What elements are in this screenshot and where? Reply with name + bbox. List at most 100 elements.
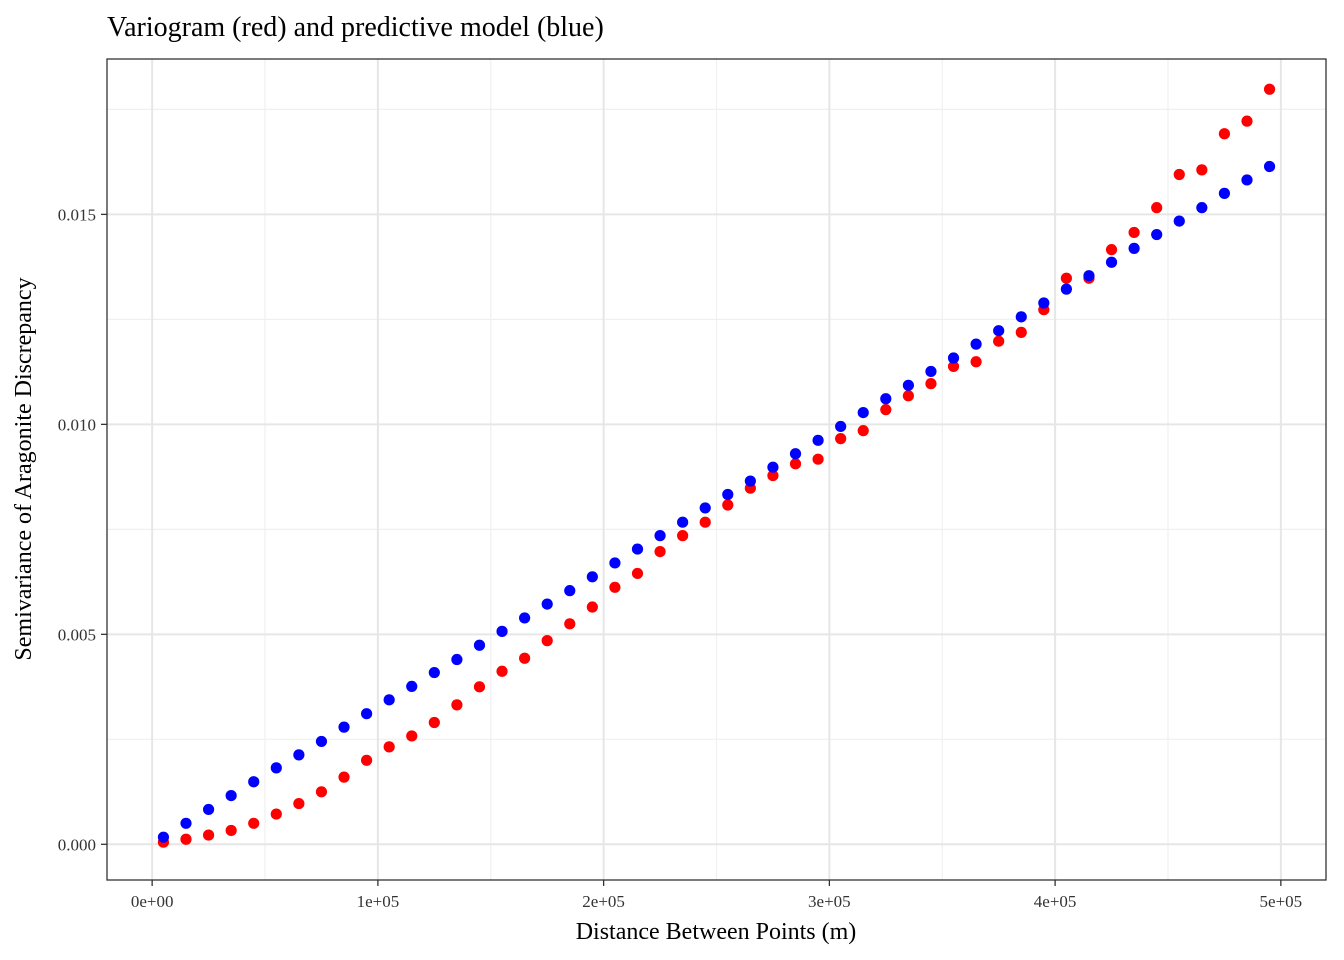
- series-blue-point: [293, 749, 305, 761]
- series-blue-point: [248, 776, 260, 788]
- series-red-point: [451, 699, 463, 711]
- series-red-point: [1128, 226, 1140, 239]
- series-blue-point: [1128, 242, 1140, 254]
- series-blue-point: [699, 502, 711, 514]
- series-blue-point: [202, 803, 215, 816]
- series-blue-point: [947, 352, 960, 364]
- series-blue-point: [1151, 228, 1163, 241]
- plot-panel: [106, 58, 1327, 881]
- series-blue-point: [631, 543, 644, 555]
- series-red-point: [225, 824, 237, 837]
- series-red-point: [406, 730, 418, 742]
- axis-ticks: 0e+00 1e+05 2e+05 3e+05 4e+05 5e+05 0.000 0.005…: [58, 205, 1302, 911]
- series-blue-point: [902, 379, 914, 391]
- series-blue-point: [564, 585, 576, 597]
- series-red-point: [970, 356, 982, 368]
- series-red-point: [338, 771, 350, 783]
- series-red-point: [202, 829, 215, 841]
- series-red-point: [1196, 164, 1208, 176]
- series-blue-point: [880, 393, 892, 405]
- series-red-point: [564, 618, 576, 630]
- series-red-point: [315, 786, 328, 798]
- series-blue-point: [835, 420, 847, 433]
- x-tick-label: 3e+05: [808, 892, 851, 911]
- series-blue-point: [157, 831, 170, 843]
- series-blue-point: [993, 325, 1005, 337]
- series-blue-point: [970, 338, 982, 350]
- series-blue-point: [1083, 270, 1095, 282]
- series-red-point: [925, 378, 937, 390]
- series-red-point: [812, 453, 824, 465]
- series-red-point: [857, 425, 869, 437]
- series-red-point: [270, 808, 282, 820]
- series-blue-point: [857, 406, 869, 419]
- series-red-point: [789, 458, 802, 470]
- series-red-point: [541, 635, 553, 647]
- y-axis-title: Semivariance of Aragonite Discrepancy: [11, 277, 37, 660]
- series-blue-point: [1015, 311, 1027, 323]
- series-blue-point: [519, 612, 531, 624]
- series-red-point: [835, 433, 847, 445]
- series-blue-point: [180, 817, 192, 829]
- series-red-point: [586, 601, 598, 613]
- series-red-point: [880, 404, 892, 416]
- series-blue-point: [496, 625, 508, 637]
- series-red-point: [1263, 83, 1276, 95]
- series-blue-point: [383, 694, 395, 706]
- x-tick-label: 4e+05: [1034, 892, 1077, 911]
- series-blue-point: [1196, 202, 1208, 214]
- x-tick-label: 2e+05: [582, 892, 625, 911]
- x-tick-label: 1e+05: [357, 892, 400, 911]
- series-red-point: [767, 469, 779, 482]
- series-blue-point: [406, 680, 418, 693]
- series-red-point: [1218, 128, 1231, 140]
- series-red-point: [496, 665, 508, 677]
- series-blue-point: [789, 448, 802, 460]
- series-blue-point: [1218, 187, 1231, 199]
- series-red-point: [947, 360, 960, 373]
- series-red-point: [1173, 168, 1185, 181]
- series-red-point: [1151, 202, 1163, 214]
- series-blue-point: [338, 721, 350, 733]
- series-red-point: [180, 833, 192, 845]
- y-tick-label: 0.015: [58, 205, 96, 224]
- series-blue-point: [428, 666, 440, 679]
- series-red-point: [1105, 244, 1118, 256]
- series-blue-point: [586, 571, 598, 583]
- series-red-point: [248, 817, 260, 829]
- series-blue-point: [451, 653, 463, 666]
- data-points: [157, 83, 1276, 848]
- series-red-point: [902, 390, 914, 402]
- series-blue-point: [925, 365, 937, 378]
- y-tick-label: 0.005: [58, 625, 96, 644]
- chart-title: Variogram (red) and predictive model (bl…: [107, 12, 604, 43]
- series-blue-point: [722, 488, 734, 501]
- series-blue-point: [677, 516, 689, 528]
- series-red-point: [428, 716, 440, 729]
- series-red-point: [1241, 115, 1253, 127]
- x-axis-title: Distance Between Points (m): [576, 919, 857, 945]
- series-red-point: [1060, 272, 1072, 284]
- series-blue-point: [361, 708, 373, 720]
- x-tick-label: 0e+00: [131, 892, 174, 911]
- y-tick-label: 0.010: [58, 415, 96, 434]
- series-red-point: [1015, 326, 1027, 338]
- series-red-point: [699, 516, 711, 528]
- series-blue-point: [1105, 256, 1118, 268]
- series-red-point: [631, 567, 644, 580]
- series-blue-point: [1241, 174, 1253, 186]
- series-blue-point: [541, 598, 553, 610]
- y-tick-label: 0.000: [58, 835, 96, 854]
- series-red-point: [293, 797, 305, 810]
- series-blue-point: [654, 530, 666, 542]
- series-blue-point: [315, 735, 328, 748]
- series-blue-point: [270, 762, 282, 774]
- series-blue-point: [1173, 215, 1185, 227]
- series-blue-point: [1263, 160, 1276, 173]
- series-blue-point: [767, 461, 779, 473]
- series-red-point: [361, 754, 373, 766]
- series-red-point: [473, 681, 486, 693]
- x-tick-label: 5e+05: [1260, 892, 1303, 911]
- series-blue-point: [1038, 297, 1050, 309]
